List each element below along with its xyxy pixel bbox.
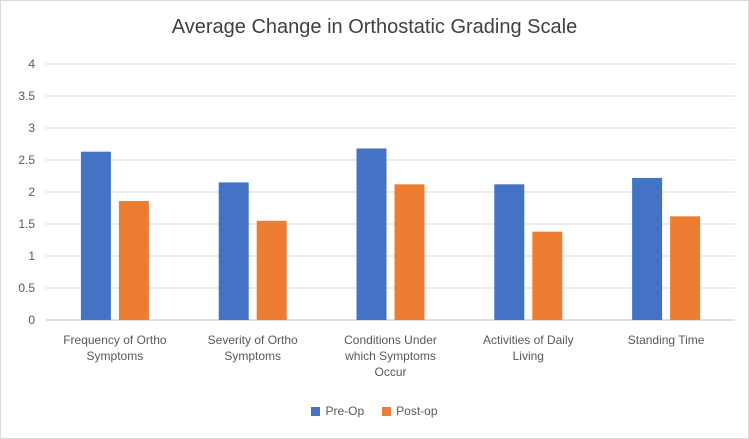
bar-post-op-3	[532, 231, 563, 320]
bar-post-op-1	[256, 220, 287, 320]
legend-swatch	[311, 406, 321, 416]
y-tick-label: 3.5	[18, 89, 35, 103]
bar-post-op-0	[118, 200, 149, 320]
bar-pre-op-0	[80, 151, 111, 320]
bar-post-op-2	[394, 184, 425, 320]
legend-label: Pre-Op	[325, 404, 365, 418]
y-tick-label: 1.5	[18, 217, 35, 231]
category-label: Severity of Ortho Symptoms	[208, 333, 298, 363]
category-label: Frequency of Ortho Symptoms	[63, 333, 167, 363]
y-tick-label: 3	[28, 121, 35, 135]
legend-swatch	[382, 406, 392, 416]
legend-label: Post-op	[396, 404, 438, 418]
y-tick-label: 0.5	[18, 281, 35, 295]
bar-pre-op-4	[632, 177, 663, 320]
y-tick-label: 2	[28, 185, 35, 199]
category-label: Standing Time	[628, 333, 705, 347]
chart-title: Average Change in Orthostatic Grading Sc…	[171, 16, 578, 38]
category-label: Conditions Under which Symptoms Occur	[344, 333, 437, 379]
y-tick-label: 1	[28, 249, 35, 263]
bar-pre-op-2	[356, 148, 387, 320]
bar-chart: 0 0.5 1 1.5 2 2.5 3 3.5 4 Frequency of Ortho Symp…	[18, 57, 735, 379]
bar-pre-op-1	[218, 182, 249, 320]
legend-item: Post-op	[382, 404, 438, 418]
y-tick-label: 4	[28, 57, 35, 71]
gridlines	[46, 63, 735, 321]
category-label: Activities of Daily Living	[483, 333, 574, 363]
legend: Pre-Op Post-op	[0, 404, 749, 418]
bar-pre-op-3	[494, 184, 525, 320]
y-tick-label: 2.5	[18, 153, 35, 167]
category-labels: Frequency of Ortho Symptoms Severity of Or…	[63, 333, 705, 379]
bars	[80, 148, 701, 320]
y-tick-label: 0	[28, 313, 35, 327]
y-axis-ticks: 0 0.5 1 1.5 2 2.5 3 3.5 4	[18, 57, 35, 327]
bar-post-op-4	[670, 216, 701, 320]
legend-item: Pre-Op	[311, 404, 364, 418]
